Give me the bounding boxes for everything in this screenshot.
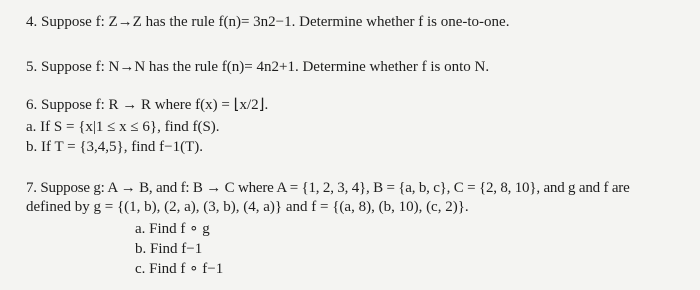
problem-text: 4. Suppose f: Z→Z has the rule f(n)= 3n2… [26,14,510,30]
problem-text: 6. Suppose f: R → R where f(x) = ⌊x/2⌋. [26,97,269,113]
problem-part: b. If T = {3,4,5}, find f−1(T). [26,139,203,155]
problem-part: a. Find f ∘ g [135,221,210,237]
problem-part: c. Find f ∘ f−1 [135,261,224,277]
problem-part: a. If S = {x|1 ≤ x ≤ 6}, find f(S). [26,119,220,135]
problem-part: b. Find f−1 [135,241,203,257]
problem-text: 5. Suppose f: N→N has the rule f(n)= 4n2… [26,59,490,75]
problem-text: 7. Suppose g: A → B, and f: B → C where … [26,180,630,196]
problem-text: defined by g = {(1, b), (2, a), (3, b), … [26,199,469,215]
